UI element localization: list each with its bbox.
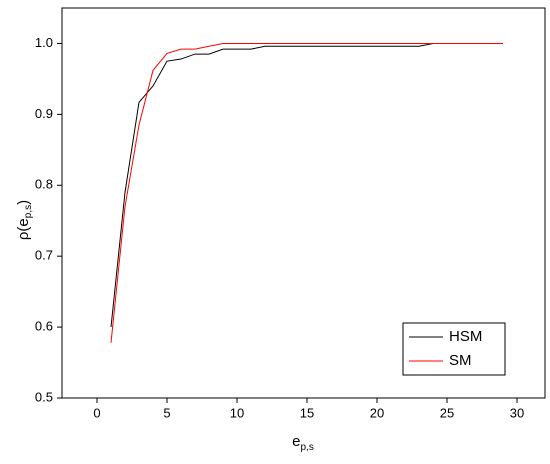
y-tick-label: 0.8	[35, 177, 53, 192]
legend-label: HSM	[449, 328, 482, 345]
y-tick-label: 1.0	[35, 35, 53, 50]
x-tick-label: 5	[163, 405, 170, 420]
y-tick-label: 0.7	[35, 248, 53, 263]
legend-label: SM	[449, 352, 472, 369]
y-tick-label: 0.9	[35, 106, 53, 121]
x-tick-label: 15	[300, 405, 314, 420]
x-tick-label: 0	[93, 405, 100, 420]
series-line	[110, 42, 503, 328]
x-tick-label: 20	[370, 405, 384, 420]
legend-box	[402, 322, 506, 376]
plot-frame	[61, 7, 546, 399]
x-tick-label: 10	[230, 405, 244, 420]
x-axis-label: ep,s	[292, 433, 314, 453]
series-line	[110, 42, 503, 343]
y-axis-label: ρ(ep,s)	[15, 200, 34, 240]
x-tick-label: 25	[440, 405, 454, 420]
y-tick-label: 0.6	[35, 319, 53, 334]
x-tick-label: 30	[510, 405, 524, 420]
y-tick-label: 0.5	[35, 389, 53, 404]
